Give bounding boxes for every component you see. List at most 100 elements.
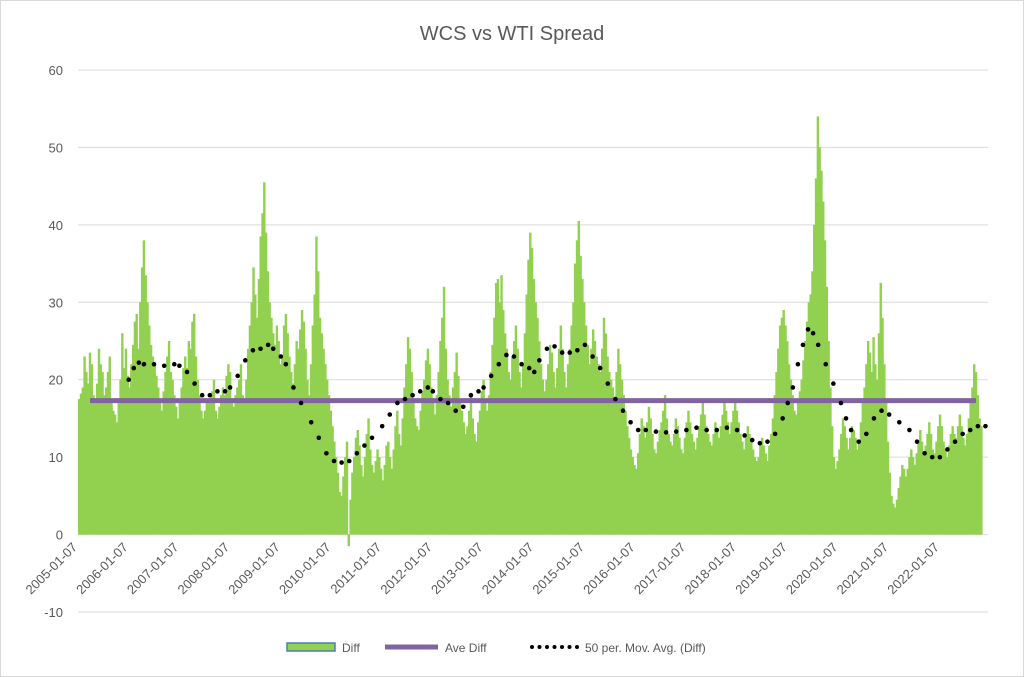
moving-average-point xyxy=(714,427,720,433)
diff-bar xyxy=(534,302,537,535)
diff-bar xyxy=(899,476,902,535)
diff-bar xyxy=(725,410,728,535)
diff-bar xyxy=(976,395,980,535)
diff-bar xyxy=(360,464,363,535)
diff-bar xyxy=(933,453,936,535)
diff-bar xyxy=(171,379,174,535)
moving-average-point xyxy=(575,347,580,353)
diff-bar xyxy=(834,468,838,535)
diff-bar xyxy=(795,414,798,535)
diff-bar xyxy=(200,410,203,535)
x-tick-label: 2007-01-07 xyxy=(124,540,182,598)
diff-bar xyxy=(733,399,737,535)
moving-average-point xyxy=(131,365,137,371)
diff-bar xyxy=(315,236,318,535)
moving-average-point xyxy=(215,389,220,394)
diff-bar xyxy=(644,437,647,535)
diff-bar xyxy=(539,364,543,535)
diff-bar xyxy=(699,414,703,535)
moving-average-point xyxy=(227,385,233,390)
diff-bar xyxy=(888,472,891,535)
diff-bar xyxy=(164,371,167,535)
y-tick-labels: -10 0 10 20 30 40 50 60 xyxy=(44,63,63,620)
diff-bar xyxy=(897,488,900,535)
diff-bar xyxy=(680,449,683,535)
diff-bar xyxy=(516,348,519,535)
diff-bar xyxy=(282,325,286,535)
diff-bar xyxy=(529,232,532,535)
diff-bar xyxy=(884,402,888,535)
diff-bar xyxy=(272,333,275,535)
moving-average-point xyxy=(795,361,801,367)
diff-bar xyxy=(597,364,600,535)
diff-bar xyxy=(938,414,942,535)
diff-bar xyxy=(387,441,390,535)
moving-average-point xyxy=(742,433,747,438)
diff-bar xyxy=(590,348,593,535)
diff-bar xyxy=(166,356,169,535)
moving-average-point xyxy=(504,352,509,358)
diff-bar xyxy=(719,426,723,535)
diff-bar xyxy=(958,414,962,535)
moving-average-point xyxy=(983,423,988,429)
diff-bar xyxy=(264,232,268,535)
diff-bar xyxy=(732,410,735,535)
diff-bar xyxy=(825,286,829,535)
diff-bar xyxy=(182,368,185,535)
moving-average-point xyxy=(308,420,314,425)
diff-bar xyxy=(584,325,588,535)
diff-bar xyxy=(423,379,426,535)
diff-bar xyxy=(308,395,311,535)
legend-dot xyxy=(552,645,557,649)
moving-average-point xyxy=(613,396,618,402)
moving-average-point xyxy=(537,358,542,363)
diff-bar xyxy=(726,422,730,535)
diff-bar xyxy=(358,445,361,535)
diff-bar xyxy=(690,433,694,535)
moving-average-point xyxy=(567,350,573,355)
diff-bar xyxy=(293,364,297,535)
diff-bar xyxy=(392,449,395,535)
diff-bar xyxy=(645,422,649,535)
diff-bar xyxy=(335,457,338,535)
diff-bar xyxy=(354,437,358,535)
x-tick-label: 2020-01-07 xyxy=(783,540,841,598)
diff-bar xyxy=(482,379,485,535)
diff-bar xyxy=(455,352,458,535)
moving-average-point xyxy=(765,439,770,444)
diff-bar xyxy=(694,449,697,535)
diff-bar xyxy=(671,445,674,535)
diff-bar xyxy=(385,445,388,535)
diff-bar xyxy=(809,294,812,535)
y-tick-label: 0 xyxy=(56,528,63,543)
diff-bar xyxy=(178,402,182,535)
diff-bar xyxy=(167,341,171,535)
diff-bar xyxy=(97,348,101,535)
diff-bar xyxy=(309,364,313,535)
diff-bar xyxy=(606,356,609,535)
diff-bar xyxy=(155,375,158,535)
moving-average-point xyxy=(526,365,532,371)
diff-bar xyxy=(462,422,465,535)
moving-average-point xyxy=(724,425,730,431)
diff-bar xyxy=(865,364,868,535)
diff-bar xyxy=(566,364,570,535)
diff-bar xyxy=(714,422,717,535)
diff-bar xyxy=(816,116,820,535)
diff-bar xyxy=(403,387,406,535)
diff-bar xyxy=(730,422,733,535)
diff-bar xyxy=(775,371,778,535)
moving-average-point xyxy=(704,427,709,433)
diff-bar xyxy=(886,441,890,535)
diff-bar xyxy=(556,368,559,535)
diff-bar xyxy=(843,426,847,535)
moving-average-point xyxy=(582,342,588,348)
diff-bar xyxy=(608,371,611,535)
diff-bar xyxy=(832,457,836,535)
diff-bar xyxy=(162,391,165,535)
moving-average-point xyxy=(945,447,950,452)
diff-bar xyxy=(570,325,573,535)
diff-bar xyxy=(615,371,618,535)
diff-bar xyxy=(949,433,953,535)
diff-bar xyxy=(412,399,415,535)
